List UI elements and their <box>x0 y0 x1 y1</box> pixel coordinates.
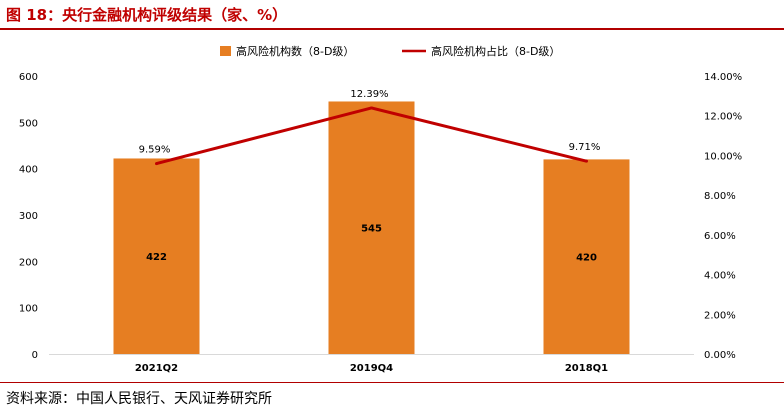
line-value-label: 9.59% <box>139 145 171 156</box>
x-tick-label: 2021Q2 <box>135 363 178 374</box>
y-right-tick-label: 4.00% <box>704 271 736 282</box>
bar <box>113 158 200 354</box>
y-left-tick-label: 600 <box>19 72 38 83</box>
y-left-tick-label: 100 <box>19 304 38 315</box>
line-point <box>370 106 373 110</box>
title-divider <box>0 28 784 30</box>
y-right-tick-label: 12.00% <box>704 112 742 123</box>
figure-source: 资料来源：中国人民银行、天风证券研究所 <box>6 391 272 407</box>
bar-value-label: 545 <box>361 224 382 235</box>
bar-value-label: 420 <box>576 253 597 264</box>
line-value-label: 12.39% <box>350 89 388 100</box>
y-left-tick-label: 200 <box>19 257 38 268</box>
y-right-tick-label: 14.00% <box>704 72 742 83</box>
y-right-tick-label: 0.00% <box>704 350 736 361</box>
chart-canvas: 高风险机构数（8-D级） 高风险机构占比（8-D级） 0 100 200 300 400 50… <box>19 44 742 374</box>
x-tick-label: 2018Q1 <box>565 363 608 374</box>
legend-label-line: 高风险机构占比（8-D级） <box>431 44 560 58</box>
line-value-label: 9.71% <box>569 142 601 153</box>
line-point <box>155 162 158 166</box>
x-tick-label: 2019Q4 <box>350 363 393 374</box>
bar <box>543 159 630 354</box>
line-point <box>585 159 588 163</box>
y-right-tick-label: 2.00% <box>704 310 736 321</box>
y-left-tick-label: 500 <box>19 118 38 129</box>
legend-swatch-bars <box>220 46 231 56</box>
y-left-tick-label: 400 <box>19 165 38 176</box>
legend-label-bars: 高风险机构数（8-D级） <box>236 44 354 58</box>
bar <box>328 101 415 354</box>
y-left-tick-label: 0 <box>32 350 38 361</box>
y-right-tick-label: 8.00% <box>704 191 736 202</box>
y-right-tick-label: 6.00% <box>704 231 736 242</box>
y-right-tick-label: 10.00% <box>704 151 742 162</box>
source-divider <box>0 382 784 383</box>
bar-value-label: 422 <box>146 252 167 263</box>
y-left-tick-label: 300 <box>19 211 38 222</box>
figure-title: 图 18：央行金融机构评级结果（家、%） <box>6 6 288 24</box>
